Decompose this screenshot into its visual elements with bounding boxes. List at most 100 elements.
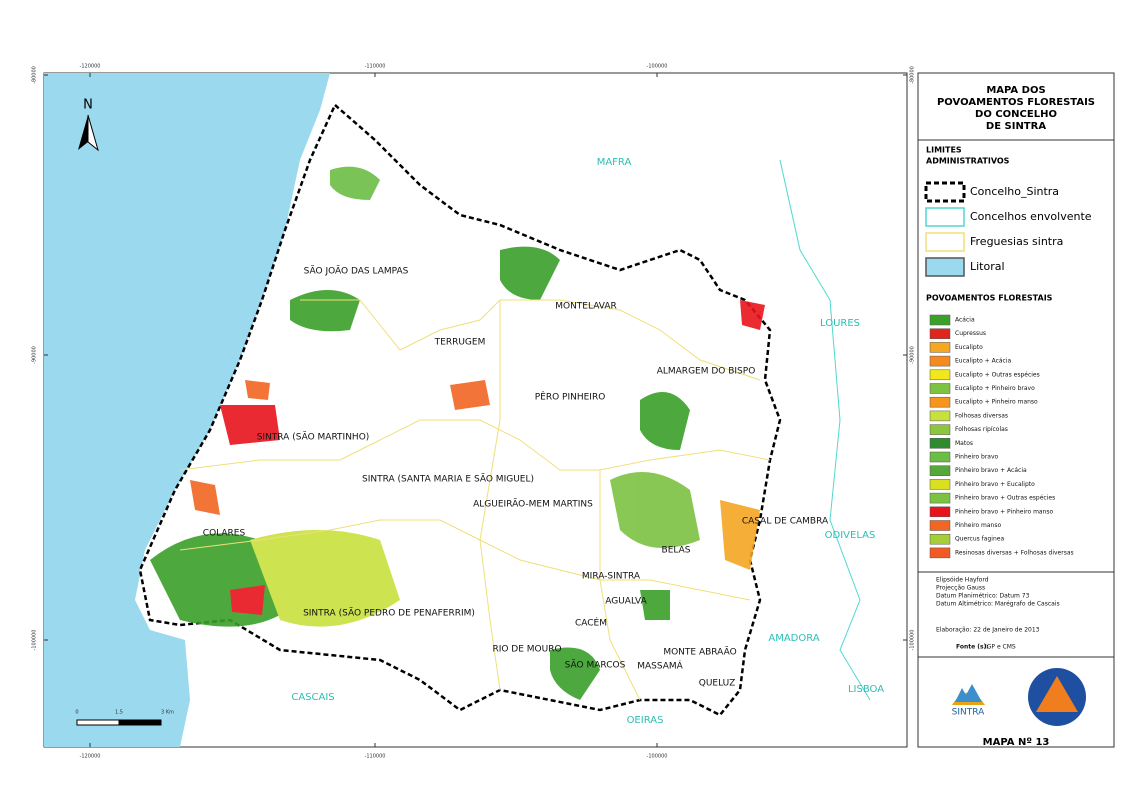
- grid-label: -100000: [647, 754, 668, 760]
- grid-label: -110000: [365, 64, 386, 70]
- limit-swatch: [925, 232, 965, 252]
- patch: [740, 300, 765, 330]
- forest-label: Pinheiro bravo + Eucalipto: [955, 481, 1035, 488]
- parish-label: CACÉM: [575, 617, 607, 629]
- neighbour-border: [779, 159, 871, 701]
- forest-label: Eucalipto + Outras espécies: [955, 371, 1040, 378]
- legend-panel: [917, 72, 1115, 748]
- grid-label: -100000: [647, 64, 668, 70]
- forest-label: Folhosas diversas: [955, 412, 1008, 419]
- limit-label: Concelhos envolvente: [970, 210, 1092, 223]
- parish-label: BELAS: [662, 546, 691, 556]
- patch: [640, 590, 670, 620]
- forest-swatch: [929, 438, 951, 449]
- neighbour-label: LOURES: [820, 318, 860, 329]
- forest-swatch: [929, 424, 951, 435]
- parish-label: ALMARGEM DO BISPO: [657, 367, 756, 377]
- scale-bar: 0 1.5 3 Km: [75, 710, 174, 726]
- note: Elipsóide Hayford: [936, 577, 989, 584]
- forest-swatch: [929, 492, 951, 504]
- section-title: LIMITES: [926, 146, 962, 155]
- grid-label: -100000: [32, 630, 38, 651]
- forest-swatch: [929, 314, 951, 326]
- parish-label: MIRA-SINTRA: [582, 572, 641, 582]
- forest-swatch: [929, 369, 951, 381]
- date: Elaboração: 22 de Janeiro de 2013: [936, 627, 1040, 634]
- parish-border: [179, 419, 771, 471]
- scale-segment: [118, 719, 162, 726]
- limit-swatch: [925, 207, 965, 227]
- grid-label: -120000: [80, 754, 101, 760]
- limit-label: Concelho_Sintra: [970, 185, 1059, 198]
- patch: [220, 405, 280, 445]
- neighbour-label: LISBOA: [848, 684, 884, 695]
- forest-swatch: [929, 451, 951, 463]
- parish-label: SINTRA (SANTA MARIA E SÃO MIGUEL): [362, 474, 534, 485]
- section-title: POVOAMENTOS FLORESTAIS: [926, 294, 1053, 303]
- source-label: Fonte (s):: [956, 644, 989, 651]
- neighbour-label: MAFRA: [597, 157, 632, 168]
- forest-label: Pinheiro manso: [955, 522, 1001, 529]
- forest-swatch: [929, 410, 951, 422]
- patch: [245, 380, 270, 400]
- legend-title: MAPA DOS: [986, 85, 1045, 96]
- forest-swatch: [929, 383, 951, 394]
- grid-label: -80000: [32, 66, 38, 84]
- emblem-triangle: [1036, 676, 1078, 712]
- map-number: MAPA Nº 13: [983, 737, 1050, 748]
- patch: [250, 530, 400, 627]
- parish-label: RIO DE MOURO: [492, 645, 561, 655]
- parish-border: [179, 519, 751, 601]
- patch: [550, 647, 600, 700]
- grid-label: -90000: [910, 346, 916, 364]
- parish-border: [599, 470, 641, 701]
- forest-swatch: [929, 547, 951, 559]
- patch: [190, 480, 220, 515]
- parish-label: SÃO MARCOS: [565, 660, 626, 671]
- forest-patches: [150, 166, 765, 700]
- parish-label: MONTE ABRAÃO: [663, 647, 736, 658]
- source: IGP e CMS: [985, 644, 1016, 651]
- forest-swatch: [929, 355, 951, 367]
- grid-label: -80000: [910, 66, 916, 84]
- parish-label: CASAL DE CAMBRA: [742, 517, 829, 527]
- grid-label: -110000: [365, 754, 386, 760]
- neighbour-label: ODIVELAS: [825, 530, 876, 541]
- parish-label: MONTELAVAR: [555, 302, 617, 312]
- patch: [230, 585, 265, 615]
- patch: [290, 290, 360, 332]
- patch: [640, 392, 690, 450]
- logo-icon: [955, 684, 982, 702]
- forest-label: Eucalipto: [955, 344, 983, 351]
- scale-label: 3 Km: [161, 710, 174, 716]
- forest-label: Acácia: [955, 317, 975, 324]
- scale-segment: [76, 719, 120, 726]
- forest-swatch: [929, 506, 951, 518]
- forest-swatch: [929, 465, 951, 476]
- patch: [500, 246, 560, 300]
- forest-swatch: [929, 342, 951, 353]
- legend-title: DE SINTRA: [986, 121, 1046, 132]
- forest-label: Eucalipto + Acácia: [955, 358, 1012, 365]
- note: Datum Altimétrico: Marégrafo de Cascais: [936, 601, 1060, 608]
- forest-swatch: [929, 328, 951, 339]
- parish-label: COLARES: [203, 529, 246, 539]
- parish-label: SÃO JOÃO DAS LAMPAS: [304, 266, 409, 277]
- forest-label: Pinheiro bravo + Acácia: [955, 467, 1027, 474]
- forest-swatch: [929, 520, 951, 531]
- note: Projecção Gauss: [936, 585, 985, 592]
- section-title: ADMINISTRATIVOS: [926, 157, 1010, 166]
- patch: [610, 472, 700, 548]
- scale-label: 1.5: [115, 710, 123, 716]
- forest-label: Eucalipto + Pinheiro manso: [955, 399, 1038, 406]
- parish-label: PÊRO PINHEIRO: [535, 391, 606, 403]
- neighbour-label: OEIRAS: [627, 715, 664, 726]
- limit-label: Litoral: [970, 260, 1005, 273]
- parish-label: AGUALVA: [605, 597, 647, 607]
- limit-swatch: [925, 257, 965, 277]
- forest-label: Resinosas diversas + Folhosas diversas: [955, 549, 1074, 556]
- parish-label: SINTRA (SÃO PEDRO DE PENAFERRIM): [303, 608, 475, 619]
- forest-label: Folhosas ripícolas: [955, 426, 1008, 433]
- patch: [720, 500, 760, 570]
- forest-swatch: [929, 533, 951, 545]
